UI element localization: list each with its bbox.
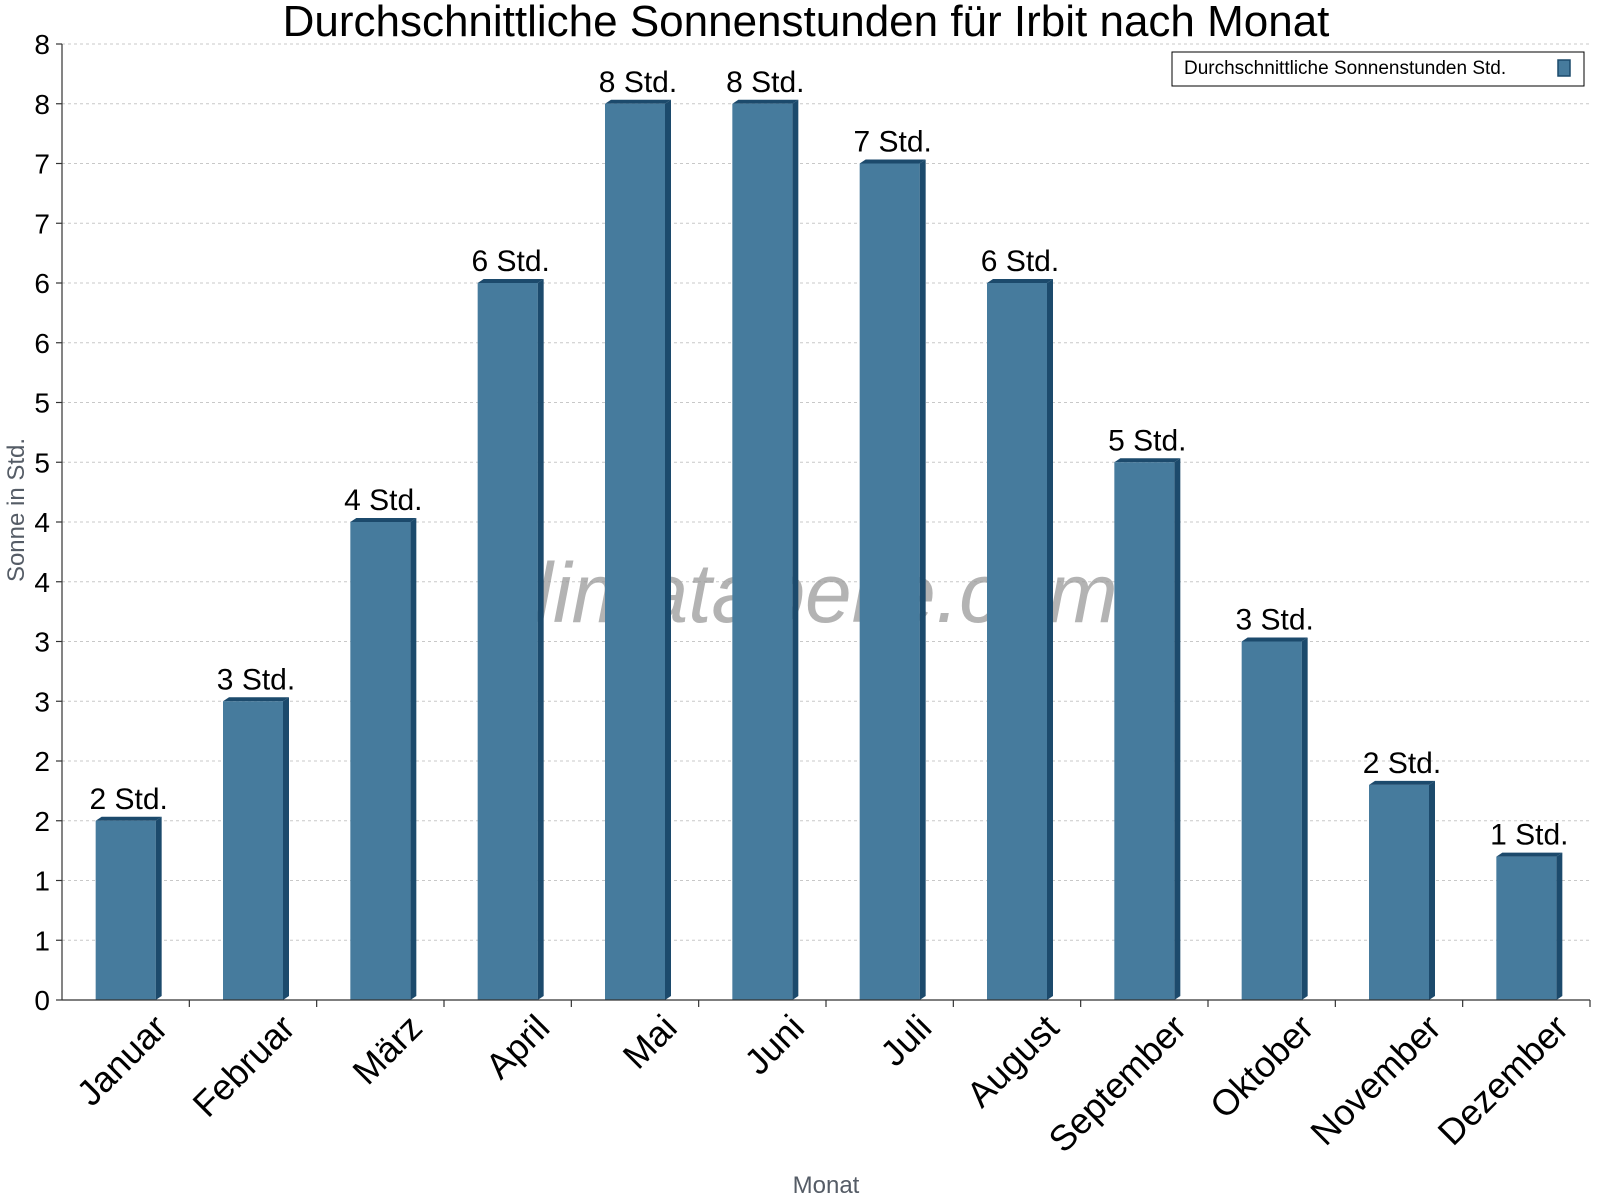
bar-side-11 <box>1556 852 1563 1000</box>
bar-7 <box>987 283 1047 1000</box>
bar-side-5 <box>792 99 799 1000</box>
bar-11 <box>1496 856 1557 1000</box>
x-tick-label-3: April <box>477 1007 557 1087</box>
bar-label-8: 5 Std. <box>1108 424 1186 457</box>
y-tick-label-5: 3 <box>34 686 50 717</box>
bar-side-2 <box>410 518 417 1000</box>
bar-label-7: 6 Std. <box>981 245 1059 278</box>
y-tick-label-2: 1 <box>34 866 50 897</box>
y-axis-label: Sonne in Std. <box>3 438 30 582</box>
bar-3 <box>477 283 538 1000</box>
y-tick-label-4: 2 <box>34 746 50 777</box>
bar-label-6: 7 Std. <box>853 126 931 159</box>
x-tick-label-4: Mai <box>615 1007 685 1077</box>
y-axis-ticks: 0 1 1 2 2 3 3 4 4 5 5 6 6 7 7 8 8 <box>34 29 62 1016</box>
x-tick-label-7: August <box>958 1007 1066 1115</box>
legend: Durchschnittliche Sonnenstunden Std. <box>1171 51 1585 87</box>
bar-side-9 <box>1301 637 1308 1000</box>
x-tick-label-0: Januar <box>68 1007 175 1114</box>
bar-side-7 <box>1047 279 1053 1000</box>
y-tick-label-0: 0 <box>34 985 50 1016</box>
bar-2 <box>350 522 411 1000</box>
legend-box <box>1171 51 1585 87</box>
bar-label-9: 3 Std. <box>1235 604 1313 637</box>
bar-top-9 <box>1241 637 1308 642</box>
x-tick-label-11: Dezember <box>1430 1007 1576 1153</box>
bar-1 <box>223 701 283 1000</box>
y-tick-label-7: 4 <box>34 567 50 598</box>
bar-top-6 <box>859 159 926 164</box>
x-tick-label-8: September <box>1040 1007 1194 1161</box>
bar-side-3 <box>537 279 544 1000</box>
bar-label-10: 2 Std. <box>1363 747 1441 780</box>
bar-label-5: 8 Std. <box>726 66 804 99</box>
x-axis-label: Monat <box>793 1172 860 1199</box>
bars <box>95 99 1563 1000</box>
y-tick-label-3: 2 <box>34 806 50 837</box>
x-axis-ticks: Januar Februar März April Mai Juni Juli AugustS… <box>68 1000 1576 1160</box>
y-tick-label-11: 6 <box>34 328 50 359</box>
x-tick-label-6: Juli <box>872 1007 939 1074</box>
bar-label-2: 4 Std. <box>344 484 422 517</box>
bar-8 <box>1114 462 1175 1000</box>
bar-side-6 <box>919 159 926 1000</box>
bar-side-0 <box>155 816 162 1000</box>
bar-top-1 <box>223 697 289 702</box>
bar-top-11 <box>1496 852 1563 857</box>
bar-label-0: 2 Std. <box>89 783 167 816</box>
y-tick-label-8: 4 <box>34 507 50 538</box>
bar-top-8 <box>1114 458 1181 463</box>
y-tick-label-9: 5 <box>34 447 50 478</box>
bar-top-2 <box>350 518 417 522</box>
y-tick-label-6: 3 <box>34 627 50 658</box>
y-tick-label-13: 7 <box>34 208 50 239</box>
y-tick-label-10: 5 <box>34 388 50 419</box>
bar-0 <box>95 820 156 1000</box>
bar-value-labels: 2 Std. 3 Std. 4 Std. 6 Std. 8 Std. 8 Std. 7 St… <box>89 66 1568 852</box>
bar-label-4: 8 Std. <box>599 66 677 99</box>
bar-top-7 <box>987 279 1053 283</box>
bar-side-8 <box>1174 458 1181 1000</box>
bar-label-1: 3 Std. <box>217 663 295 696</box>
bar-10 <box>1369 784 1429 1000</box>
bar-top-3 <box>477 279 544 283</box>
y-tick-label-14: 7 <box>34 149 50 180</box>
bar-top-10 <box>1369 780 1435 785</box>
x-tick-label-2: März <box>344 1007 430 1093</box>
y-tick-label-15: 8 <box>34 89 50 120</box>
bar-4 <box>605 103 665 1000</box>
bar-top-5 <box>732 99 799 104</box>
bar-5 <box>732 103 793 1000</box>
bar-label-11: 1 Std. <box>1490 819 1568 852</box>
bar-side-10 <box>1429 780 1435 1000</box>
y-tick-label-1: 1 <box>34 925 50 956</box>
bar-top-0 <box>95 816 162 821</box>
y-tick-label-16: 8 <box>34 29 50 60</box>
bar-side-4 <box>665 99 671 1000</box>
chart-title: Durchschnittliche Sonnenstunden für Irbi… <box>283 0 1330 46</box>
x-tick-label-1: Februar <box>185 1007 303 1125</box>
bar-top-4 <box>605 99 671 104</box>
legend-series-name: Durchschnittliche Sonnenstunden Std. <box>1184 58 1506 79</box>
bar-label-3: 6 Std. <box>471 245 549 278</box>
legend-swatch <box>1557 59 1571 77</box>
y-tick-label-12: 6 <box>34 268 50 299</box>
bar-6 <box>859 163 920 1000</box>
bar-9 <box>1241 641 1302 1000</box>
x-tick-label-5: Juni <box>736 1007 812 1083</box>
bar-side-1 <box>283 697 289 1000</box>
gridlines <box>62 43 1590 941</box>
axes <box>61 44 1591 1007</box>
x-tick-label-9: Oktober <box>1202 1007 1322 1127</box>
x-tick-label-10: November <box>1302 1007 1448 1153</box>
